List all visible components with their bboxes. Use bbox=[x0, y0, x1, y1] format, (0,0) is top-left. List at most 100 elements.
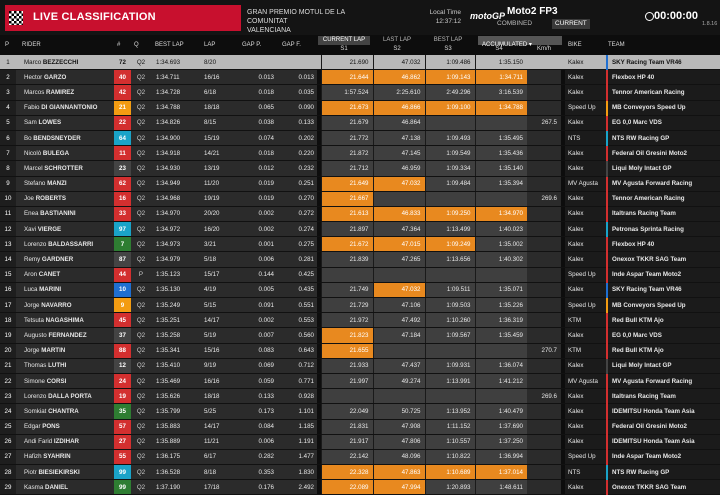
table-row[interactable]: 17 Jorge NAVARRO 9 Q2 1:35.249 5/15 0.091 0.551… bbox=[0, 297, 720, 314]
sector-s4-cell: 1:34.788 bbox=[474, 100, 527, 116]
tab-current-lap[interactable]: CURRENT LAP bbox=[318, 36, 370, 45]
position-cell: 1 bbox=[0, 55, 16, 71]
team-cell: Red Bull KTM Ajo bbox=[606, 312, 720, 329]
table-row[interactable]: 19 Augusto FERNANDEZ 37 Q2 1:35.258 5/19 0.007… bbox=[0, 327, 720, 344]
sector-s3-cell: 1:09.334 bbox=[424, 160, 475, 177]
table-row[interactable]: 5 Sam LOWES 22 Q2 1:34.826 8/15 0.038 0.133 21.6… bbox=[0, 115, 720, 131]
tab-best-lap[interactable]: BEST LAP bbox=[433, 37, 463, 43]
team-cell: Federal Oil Gresini Moto2 bbox=[606, 145, 720, 162]
rider-first-name: Andi Farid bbox=[24, 438, 54, 446]
gap-first-cell: 2.492 bbox=[277, 479, 317, 495]
sector-s1-cell: 21.690 bbox=[320, 55, 373, 71]
lap-cell: 5/19 bbox=[199, 327, 237, 344]
gap-previous-cell: 0.282 bbox=[237, 449, 277, 466]
table-row[interactable]: 23 Lorenzo DALLA PORTA 19 Q2 1:35.626 18/18 0.… bbox=[0, 388, 720, 405]
table-row[interactable]: 24 Somkiat CHANTRA 35 Q2 1:35.799 5/25 0.173 1.… bbox=[0, 403, 720, 420]
qualifying-cell: Q2 bbox=[131, 176, 151, 192]
accumulated-dropdown[interactable]: ACCUMULATED ▾ bbox=[478, 36, 562, 48]
rider-cell: Tetsuta NAGASHIMA bbox=[16, 312, 114, 329]
sector-s1-cell: 21.679 bbox=[320, 115, 373, 131]
sector-s4-cell bbox=[474, 115, 527, 131]
rider-last-name: NAGASHIMA bbox=[45, 316, 84, 324]
table-row[interactable]: 29 Kasma DANIEL 99 Q2 1:37.190 17/18 0.176 2.49… bbox=[0, 479, 720, 495]
table-row[interactable]: 4 Fabio DI GIANNANTONIO 21 Q2 1:34.788 18/18 0… bbox=[0, 100, 720, 116]
speed-cell bbox=[527, 55, 561, 71]
table-row[interactable]: 6 Bo BENDSNEYDER 64 Q2 1:34.900 15/19 0.074 0.2… bbox=[0, 130, 720, 147]
bike-cell: Kalex bbox=[565, 115, 607, 131]
table-row[interactable]: 25 Edgar PONS 57 Q2 1:35.883 14/17 0.084 1.185 2… bbox=[0, 419, 720, 435]
rider-first-name: Stefano bbox=[24, 180, 48, 188]
table-row[interactable]: 21 Thomas LUTHI 12 Q2 1:35.410 9/19 0.069 0.712… bbox=[0, 358, 720, 374]
table-row[interactable]: 20 Jorge MARTIN 88 Q2 1:35.341 15/16 0.083 0.64… bbox=[0, 343, 720, 359]
sector-s2-cell: 47.863 bbox=[372, 464, 425, 481]
table-row[interactable]: 15 Aron CANET 44 P 1:35.123 15/17 0.144 0.425 Sp… bbox=[0, 267, 720, 283]
spacer bbox=[561, 282, 565, 299]
sector-s2-cell: 46.833 bbox=[372, 206, 425, 223]
sector-s1-cell: 22.328 bbox=[320, 464, 373, 481]
sector-s4-cell: 1:34.711 bbox=[474, 69, 527, 86]
table-row[interactable]: 14 Remy GARDNER 87 Q2 1:34.979 5/18 0.006 0.281… bbox=[0, 251, 720, 268]
sector-s2-cell: 47.145 bbox=[372, 145, 425, 162]
team-cell: Onexox TKKR SAG Team bbox=[606, 479, 720, 495]
table-row[interactable]: 22 Simone CORSI 24 Q2 1:35.469 16/16 0.059 0.77… bbox=[0, 373, 720, 390]
bike-cell: Kalex bbox=[565, 327, 607, 344]
rider-number-badge: 99 bbox=[114, 464, 131, 481]
team-cell: Flexbox HP 40 bbox=[606, 69, 720, 86]
clock-icon bbox=[645, 12, 654, 21]
lap-cell: 11/21 bbox=[199, 434, 237, 450]
table-row[interactable]: 26 Andi Farid IZDIHAR 27 Q2 1:35.889 11/21 0.0… bbox=[0, 434, 720, 450]
spacer bbox=[561, 115, 565, 131]
qualifying-cell: Q2 bbox=[131, 115, 151, 131]
sector-s4-cell: 1:35.436 bbox=[474, 145, 527, 162]
sector-s1-cell: 1:57.524 bbox=[320, 84, 373, 101]
table-row[interactable]: 1 Marco BEZZECCHI 72 Q2 1:34.693 8/20 21.690 47… bbox=[0, 55, 720, 71]
table-row[interactable]: 16 Luca MARINI 10 Q2 1:35.130 4/19 0.005 0.435 2… bbox=[0, 282, 720, 299]
sector-s1-cell: 21.673 bbox=[320, 100, 373, 116]
rider-number-badge: 97 bbox=[114, 221, 131, 238]
rider-cell: Joe ROBERTS bbox=[16, 191, 114, 207]
sector-s1-cell bbox=[320, 267, 373, 283]
table-row[interactable]: 3 Marcos RAMIREZ 42 Q2 1:34.728 6/18 0.018 0.03… bbox=[0, 84, 720, 101]
qualifying-cell: Q2 bbox=[131, 130, 151, 147]
top-bar: LIVE CLASSIFICATION GRAN PREMIO MOTUL DE… bbox=[0, 0, 720, 35]
bike-cell: Kalex bbox=[565, 160, 607, 177]
rider-cell: Lorenzo DALLA PORTA bbox=[16, 388, 114, 405]
bike-cell: Speed Up bbox=[565, 449, 607, 466]
current-button[interactable]: CURRENT bbox=[552, 19, 590, 29]
table-row[interactable]: 7 Nicolò BULEGA 11 Q2 1:34.918 14/21 0.018 0.22… bbox=[0, 145, 720, 162]
rider-cell: Augusto FERNANDEZ bbox=[16, 327, 114, 344]
best-lap-cell: 1:35.469 bbox=[151, 373, 199, 390]
bike-cell: Kalex bbox=[565, 221, 607, 238]
speed-cell bbox=[527, 403, 561, 420]
sector-s1-cell: 21.729 bbox=[320, 297, 373, 314]
table-row[interactable]: 8 Marcel SCHROTTER 23 Q2 1:34.930 13/19 0.012 0… bbox=[0, 160, 720, 177]
spacer bbox=[561, 373, 565, 390]
table-row[interactable]: 28 Piotr BIESIEKIRSKI 99 Q2 1:36.528 8/18 0.35… bbox=[0, 464, 720, 481]
team-cell: IDEMITSU Honda Team Asia bbox=[606, 403, 720, 420]
sector-s2-cell: 47.908 bbox=[372, 419, 425, 435]
table-row[interactable]: 9 Stefano MANZI 62 Q2 1:34.949 11/20 0.019 0.25… bbox=[0, 176, 720, 192]
table-row[interactable]: 12 Xavi VIERGE 97 Q2 1:34.972 16/20 0.002 0.274… bbox=[0, 221, 720, 238]
table-row[interactable]: 2 Hector GARZO 40 Q2 1:34.711 16/16 0.013 0.013… bbox=[0, 69, 720, 86]
best-lap-cell: 1:35.799 bbox=[151, 403, 199, 420]
bike-cell: Speed Up bbox=[565, 297, 607, 314]
lap-cell: 16/20 bbox=[199, 221, 237, 238]
table-row[interactable]: 18 Tetsuta NAGASHIMA 45 Q2 1:35.251 14/17 0.00… bbox=[0, 312, 720, 329]
spacer bbox=[317, 312, 321, 329]
table-row[interactable]: 11 Enea BASTIANINI 33 Q2 1:34.970 20/20 0.002 0… bbox=[0, 206, 720, 223]
gap-first-cell: 0.560 bbox=[277, 327, 317, 344]
rider-last-name: SCHROTTER bbox=[44, 164, 83, 172]
team-cell: Liqui Moly Intact GP bbox=[606, 358, 720, 374]
position-cell: 6 bbox=[0, 130, 16, 147]
spacer bbox=[561, 343, 565, 359]
tab-last-lap[interactable]: LAST LAP bbox=[383, 37, 411, 43]
table-row[interactable]: 27 Hafizh SYAHRIN 55 Q2 1:36.175 6/17 0.282 1.4… bbox=[0, 449, 720, 466]
gap-first-cell: 0.281 bbox=[277, 251, 317, 268]
combined-button[interactable]: COMBINED bbox=[497, 20, 533, 27]
table-row[interactable]: 13 Lorenzo BALDASSARRI 7 Q2 1:34.973 3/21 0.00… bbox=[0, 236, 720, 253]
spacer bbox=[561, 84, 565, 101]
sector-s3-cell: 1:09.931 bbox=[424, 358, 475, 374]
spacer bbox=[561, 145, 565, 162]
table-row[interactable]: 10 Joe ROBERTS 16 Q2 1:34.968 19/19 0.019 0.270… bbox=[0, 191, 720, 207]
sector-s1-cell: 21.933 bbox=[320, 358, 373, 374]
